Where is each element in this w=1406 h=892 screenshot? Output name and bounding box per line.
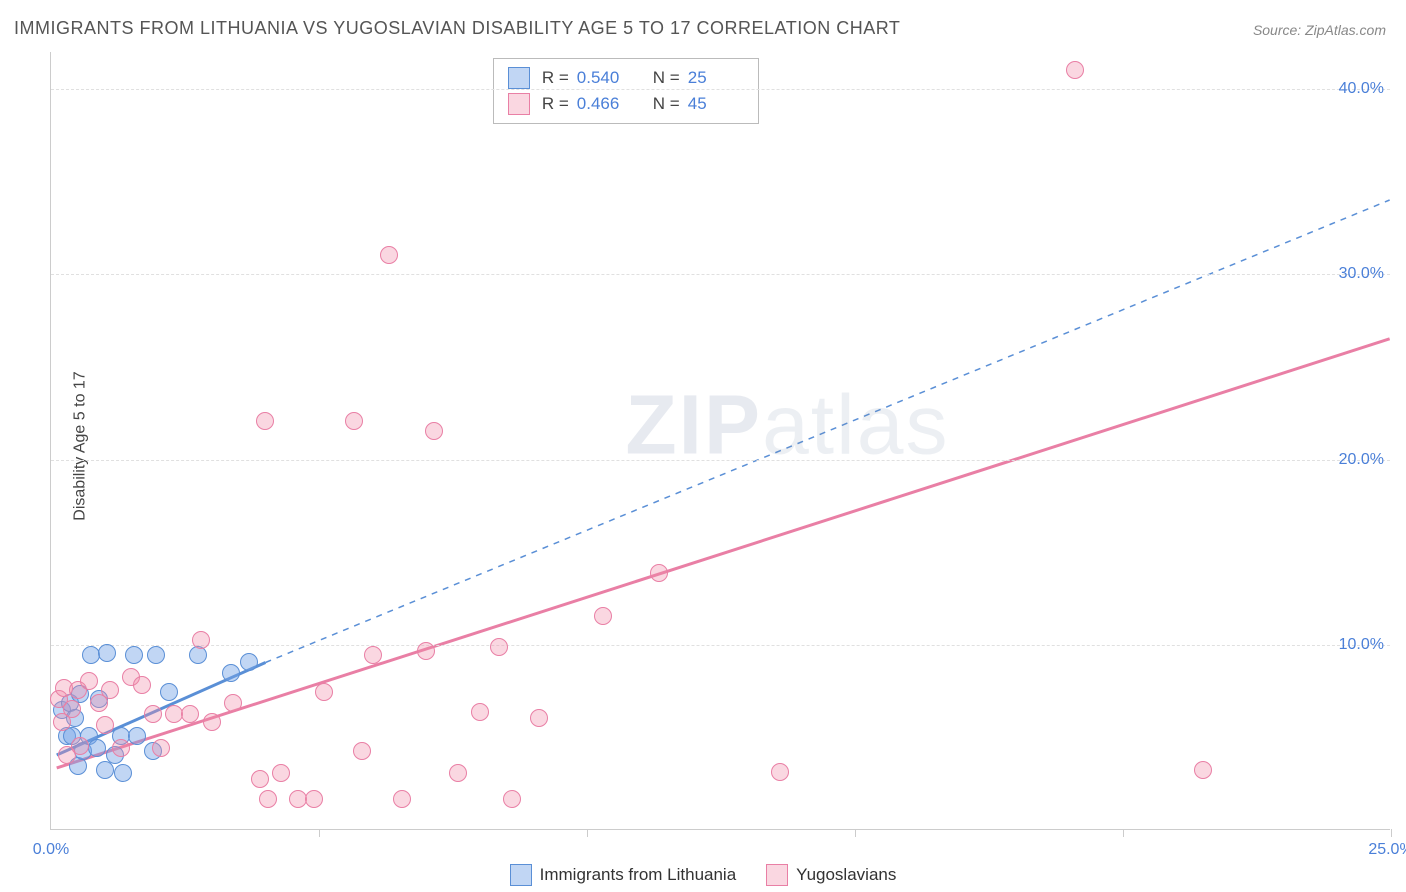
data-point-lithuania xyxy=(240,653,258,671)
data-point-yugoslavia xyxy=(203,713,221,731)
gridline xyxy=(51,89,1390,90)
gridline xyxy=(51,460,1390,461)
data-point-yugoslavia xyxy=(71,737,89,755)
data-point-yugoslavia xyxy=(181,705,199,723)
y-tick-label: 30.0% xyxy=(1339,265,1384,283)
data-point-yugoslavia xyxy=(1194,761,1212,779)
data-point-yugoslavia xyxy=(1066,61,1084,79)
data-point-yugoslavia xyxy=(364,646,382,664)
data-point-yugoslavia xyxy=(101,681,119,699)
x-tick xyxy=(855,829,856,837)
legend-r-value-lithuania: 0.540 xyxy=(577,68,633,88)
data-point-yugoslavia xyxy=(650,564,668,582)
data-point-yugoslavia xyxy=(224,694,242,712)
data-point-yugoslavia xyxy=(256,412,274,430)
data-point-yugoslavia xyxy=(530,709,548,727)
data-point-yugoslavia xyxy=(471,703,489,721)
series-legend: Immigrants from Lithuania Yugoslavians xyxy=(0,864,1406,886)
legend-r-label: R = xyxy=(542,68,569,88)
legend-swatch-yugoslavia xyxy=(508,93,530,115)
legend-swatch-lithuania xyxy=(508,67,530,89)
series-label-lithuania: Immigrants from Lithuania xyxy=(540,865,737,885)
gridline xyxy=(51,645,1390,646)
data-point-yugoslavia xyxy=(80,672,98,690)
data-point-yugoslavia xyxy=(393,790,411,808)
x-tick xyxy=(319,829,320,837)
data-point-lithuania xyxy=(125,646,143,664)
x-tick xyxy=(1123,829,1124,837)
data-point-lithuania xyxy=(88,739,106,757)
data-point-yugoslavia xyxy=(152,739,170,757)
data-point-lithuania xyxy=(160,683,178,701)
data-point-yugoslavia xyxy=(259,790,277,808)
series-legend-item-yugoslavia: Yugoslavians xyxy=(766,864,896,886)
data-point-lithuania xyxy=(114,764,132,782)
chart-title: IMMIGRANTS FROM LITHUANIA VS YUGOSLAVIAN… xyxy=(14,18,900,39)
scatter-plot-area: ZIPatlas R = 0.540 N = 25 R = 0.466 N = 45 10.0… xyxy=(50,52,1390,830)
y-tick-label: 20.0% xyxy=(1339,451,1384,469)
data-point-yugoslavia xyxy=(503,790,521,808)
x-tick-label: 25.0% xyxy=(1368,841,1406,859)
data-point-yugoslavia xyxy=(417,642,435,660)
data-point-yugoslavia xyxy=(251,770,269,788)
data-point-lithuania xyxy=(147,646,165,664)
data-point-yugoslavia xyxy=(345,412,363,430)
watermark-bold: ZIP xyxy=(625,377,762,471)
series-label-yugoslavia: Yugoslavians xyxy=(796,865,896,885)
y-tick-label: 40.0% xyxy=(1339,80,1384,98)
data-point-yugoslavia xyxy=(490,638,508,656)
data-point-lithuania xyxy=(128,727,146,745)
legend-n-value-yugoslavia: 45 xyxy=(688,94,744,114)
gridline xyxy=(51,274,1390,275)
legend-n-label: N = xyxy=(653,68,680,88)
data-point-yugoslavia xyxy=(133,676,151,694)
y-tick-label: 10.0% xyxy=(1339,636,1384,654)
watermark-thin: atlas xyxy=(762,377,949,471)
trendline-yugoslavia xyxy=(57,339,1390,768)
data-point-yugoslavia xyxy=(380,246,398,264)
data-point-yugoslavia xyxy=(771,763,789,781)
data-point-yugoslavia xyxy=(315,683,333,701)
data-point-yugoslavia xyxy=(353,742,371,760)
data-point-yugoslavia xyxy=(449,764,467,782)
legend-row-lithuania: R = 0.540 N = 25 xyxy=(494,65,758,91)
legend-r-value-yugoslavia: 0.466 xyxy=(577,94,633,114)
series-swatch-lithuania xyxy=(510,864,532,886)
x-tick xyxy=(587,829,588,837)
x-tick xyxy=(1391,829,1392,837)
data-point-yugoslavia xyxy=(272,764,290,782)
legend-row-yugoslavia: R = 0.466 N = 45 xyxy=(494,91,758,117)
data-point-lithuania xyxy=(96,761,114,779)
legend-n-value-lithuania: 25 xyxy=(688,68,744,88)
data-point-yugoslavia xyxy=(112,739,130,757)
data-point-yugoslavia xyxy=(144,705,162,723)
series-legend-item-lithuania: Immigrants from Lithuania xyxy=(510,864,737,886)
data-point-yugoslavia xyxy=(96,716,114,734)
legend-r-label: R = xyxy=(542,94,569,114)
x-tick-label: 0.0% xyxy=(33,841,69,859)
source-attribution: Source: ZipAtlas.com xyxy=(1253,22,1386,38)
correlation-legend: R = 0.540 N = 25 R = 0.466 N = 45 xyxy=(493,58,759,124)
legend-n-label: N = xyxy=(653,94,680,114)
series-swatch-yugoslavia xyxy=(766,864,788,886)
data-point-yugoslavia xyxy=(594,607,612,625)
trendlines-layer xyxy=(51,52,1390,829)
data-point-yugoslavia xyxy=(192,631,210,649)
data-point-yugoslavia xyxy=(63,700,81,718)
data-point-lithuania xyxy=(98,644,116,662)
data-point-lithuania xyxy=(222,664,240,682)
data-point-yugoslavia xyxy=(305,790,323,808)
data-point-yugoslavia xyxy=(425,422,443,440)
